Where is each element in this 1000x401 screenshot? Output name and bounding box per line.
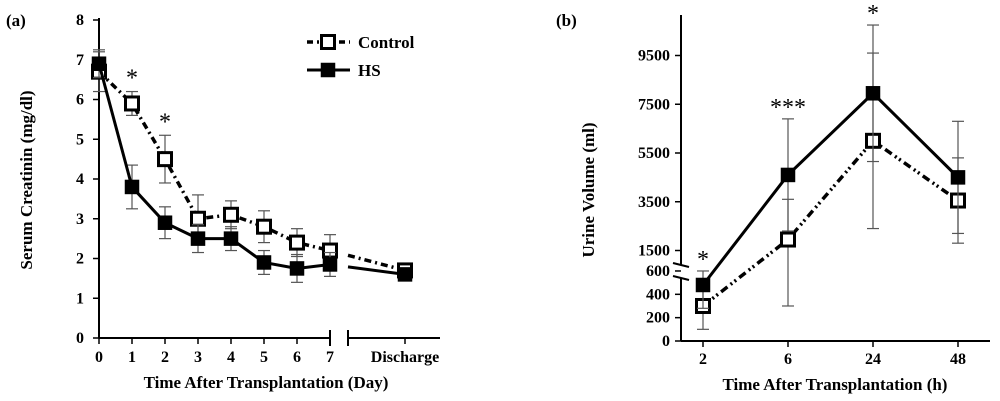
panel-a-x-tick-label: 1 (128, 349, 136, 366)
panel-b-axis-break-low (672, 275, 690, 281)
panel-b-point-hs (950, 170, 966, 185)
panel-a-x-tick-label: Discharge (371, 349, 439, 366)
panel-b-y-tick-label: 9500 (638, 48, 670, 65)
panel-a-label: (a) (6, 11, 26, 30)
panel-a-point-control (157, 151, 173, 168)
panel-b-point-hs (865, 86, 881, 101)
panel-b-y-axis-title: Urine Volume (ml) (579, 122, 598, 257)
panel-a-x-tick-label: 4 (227, 349, 235, 366)
legend-marker-hs (320, 62, 336, 78)
panel-a-point-control (223, 206, 239, 223)
panel-b-significance-marker: * (697, 247, 709, 273)
panel-a-point-control (124, 95, 140, 112)
panel-a-x-tick-label: 0 (95, 349, 103, 366)
panel-a-point-hs (322, 257, 338, 272)
panel-b-x-tick-label: 48 (950, 351, 966, 368)
panel-b-y-tick-label: 200 (646, 310, 670, 327)
panel-a-point-hs (124, 179, 140, 195)
panel-a-series-control (91, 51, 413, 279)
panel-a-y-tick-label: 8 (76, 12, 84, 29)
panel-a-point-hs (223, 231, 239, 246)
panel-b-y-tick-label: 0 (662, 333, 670, 350)
panel-b-series-hs (695, 24, 966, 309)
panel-a-y-tick-label: 0 (76, 330, 84, 347)
panel-a-point-hs (190, 231, 206, 246)
panel-a-y-axis-title: Serum Creatinin (mg/dl) (17, 90, 36, 269)
panel-a-point-hs (91, 56, 107, 71)
panel-a-significance-marker: * (159, 109, 171, 135)
panel-a-x-tick-label: 5 (260, 349, 268, 366)
panel-b-y-tick-label: 7500 (638, 96, 670, 113)
panel-b-y-tick-label: 1500 (638, 243, 670, 260)
panel-a-y-tick-label: 2 (76, 251, 84, 268)
panel-a-x-tick-label: 3 (194, 349, 202, 366)
legend-label-control: Control (358, 33, 415, 52)
panel-b-line-control (701, 138, 960, 308)
panel-b-y-tick-label: 400 (646, 286, 670, 303)
panel-b-point-control (780, 231, 796, 248)
panel-b-axis-break-high (672, 262, 690, 268)
panel-b-series-control (695, 52, 966, 330)
panel-a-point-hs (256, 255, 272, 270)
panel-a-series-hs (91, 49, 413, 283)
panel-a-y-tick-label: 6 (76, 92, 84, 109)
panel-b-point-hs (780, 167, 796, 183)
panel-b-y-tick-label: 3500 (638, 194, 670, 211)
panel-b-x-tick-label: 6 (784, 351, 792, 368)
panel-a-line-control-discharge (347, 253, 406, 273)
panel-a-x-axis-title: Time After Transplantation (Day) (144, 373, 389, 392)
panel-b-x-axis-title: Time After Transplantation (h) (723, 375, 948, 394)
panel-a-y-tick-label: 1 (76, 290, 84, 307)
panel-a-line-hs-discharge (347, 265, 406, 276)
panel-a-x-tick-label: 6 (293, 349, 301, 366)
panel-b-significance-marker: * (867, 1, 879, 27)
panel-a-legend: Control HS (307, 33, 415, 80)
panel-a-point-hs (289, 261, 305, 276)
panel-a-point-control (256, 218, 272, 235)
panel-a-x-tick-label: 7 (326, 349, 334, 366)
panel-a-point-hs (397, 267, 413, 282)
panel-a-significance-marker: * (126, 66, 138, 92)
panel-a-y-tick-label: 4 (76, 171, 84, 188)
panel-a-point-hs (157, 215, 173, 230)
panel-a-x-tick-label: 2 (161, 349, 169, 366)
panel-b-x-tick-label: 24 (865, 351, 881, 368)
panel-a-y-tick-label: 5 (76, 131, 84, 148)
panel-a-y-tick-label: 3 (76, 211, 84, 228)
panel-b-y-tick-label: 600 (646, 263, 670, 280)
panel-a-y-tick-label: 7 (76, 52, 84, 69)
panel-b-point-hs (695, 277, 711, 293)
legend-marker-control (320, 34, 336, 50)
panel-a-point-control (190, 210, 206, 227)
panel-b-significance-marker: *** (770, 95, 806, 121)
panel-a-chart: (a) Serum Creatinin (mg/dl) Time After T… (6, 11, 440, 392)
panel-b-y-tick-label: 5500 (638, 145, 670, 162)
panel-a-point-control (289, 234, 305, 251)
panel-b-line-hs (701, 91, 960, 286)
legend-label-hs: HS (358, 61, 381, 80)
panel-b-x-tick-label: 2 (699, 351, 707, 368)
panel-b-label: (b) (556, 11, 577, 30)
panel-b-chart: (b) Urine Volume (ml) Time After Transpl… (556, 1, 990, 394)
